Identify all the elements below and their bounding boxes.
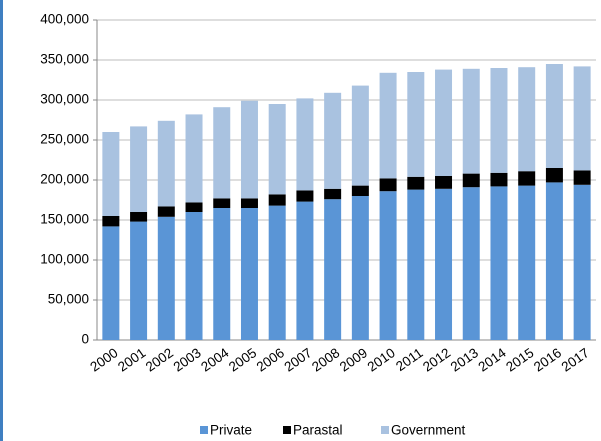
bar-segment [213,198,231,208]
x-tick-label: 2005 [226,345,259,375]
bar-segment [130,126,148,212]
x-tick-label: 2003 [171,345,204,375]
y-tick-label: 250,000 [40,132,89,147]
bar-segment [435,188,453,340]
bar-segment [324,188,342,200]
legend-label: Private [210,423,252,438]
y-tick-label: 400,000 [40,12,89,27]
bar-segment [490,68,508,173]
bar-segment [213,208,231,340]
bar-segment [518,185,536,340]
legend-swatch [283,426,291,434]
bar-segment [296,201,314,340]
x-tick-label: 2012 [420,345,453,375]
x-tick-label: 2006 [254,345,287,375]
bar-segment [268,104,286,195]
bar-segment [407,189,425,340]
bar-segment [213,107,231,199]
bar-segment [240,198,258,208]
bar-segment [157,120,175,207]
bar-segment [379,191,397,340]
x-tick-label: 2017 [559,345,592,375]
bar-segment [240,208,258,340]
bar-segment [351,185,369,196]
bar-segment [324,92,342,189]
x-tick-label: 2016 [531,345,564,375]
x-tick-label: 2015 [503,345,536,375]
bar-segment [462,187,480,340]
bar-segment [351,196,369,340]
bar-segment [462,173,480,188]
bar-segment [379,178,397,192]
bar-segment [490,172,508,187]
x-tick-label: 2007 [281,345,314,375]
bar-segment [185,202,203,212]
bar-segment [240,100,258,199]
bar-segment [545,168,563,183]
legend-label: Government [391,423,466,438]
x-tick-label: 2001 [115,345,148,375]
bar-segment [185,212,203,340]
y-tick-label: 100,000 [40,252,89,267]
x-tick-label: 2011 [393,345,425,374]
y-tick-label: 150,000 [40,212,89,227]
x-tick-label: 2013 [448,345,481,375]
frame-edge [0,0,3,441]
bar-segment [130,212,148,222]
x-tick-label: 2002 [143,345,176,375]
y-tick-label: 200,000 [40,172,89,187]
y-tick-label: 50,000 [48,292,89,307]
y-tick-label: 300,000 [40,92,89,107]
bar-segment [462,68,480,174]
x-tick-label: 2008 [309,345,342,375]
bar-segment [296,98,314,191]
bar-segment [545,182,563,340]
bar-segment [102,132,120,216]
legend-swatch [381,426,389,434]
bar-segment [407,72,425,177]
bar-segment [157,206,175,217]
bar-segment [379,72,397,179]
bar-segment [268,194,286,206]
y-tick-label: 350,000 [40,52,89,67]
bar-segment [490,186,508,340]
x-tick-label: 2004 [198,345,232,375]
bar-segment [130,221,148,340]
bar-segment [573,66,591,171]
bar-segment [102,216,120,227]
y-tick-label: 0 [81,332,89,347]
bar-segment [185,114,203,203]
bar-segment [102,226,120,340]
bar-segment [435,69,453,176]
bar-segment [518,67,536,172]
x-tick-label: 2014 [476,345,510,375]
bar-segment [435,176,453,189]
bar-segment [518,171,536,186]
bar-segment [324,199,342,340]
legend-label: Parastal [293,423,343,438]
legend-swatch [200,426,208,434]
x-tick-label: 2000 [87,345,120,375]
bar-segment [573,170,591,185]
bar-segment [573,184,591,340]
bar-segment [296,190,314,202]
bar-segment [351,85,369,186]
bar-segment [157,216,175,340]
bar-segment [407,176,425,190]
x-tick-label: 2010 [365,345,398,375]
x-tick-label: 2009 [337,345,370,375]
bar-segment [545,64,563,168]
bar-segment [268,205,286,340]
